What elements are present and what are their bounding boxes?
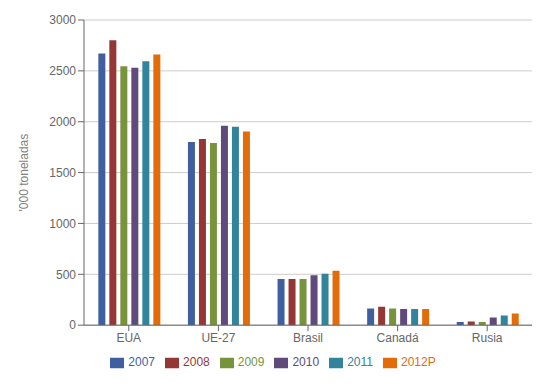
svg-text:0: 0 [69,318,76,332]
html-text:2010: 2010 [292,355,320,370]
html-text:2008: 2008 [183,355,210,370]
svg-text:Rusia: Rusia [472,331,503,345]
html-text:2007: 2007 [128,355,155,370]
svg-text:3000: 3000 [49,13,76,27]
svg-text:1500: 1500 [49,166,76,180]
svg-text:Canadá: Canadá [377,331,419,345]
svg-text:'000 toneladas: '000 toneladas [17,134,31,212]
svg-text:2500: 2500 [49,64,76,78]
svg-text:500: 500 [56,268,76,282]
svg-text:EUA: EUA [116,331,141,345]
html-text:2009: 2009 [237,355,265,370]
svg-text:Brasil: Brasil [293,331,323,345]
html-text:2012P: 2012P [401,355,436,370]
html-text:2011: 2011 [347,355,373,370]
svg-text:UE-27: UE-27 [201,331,235,345]
svg-text:2000: 2000 [49,115,76,129]
svg-text:1000: 1000 [49,217,76,231]
